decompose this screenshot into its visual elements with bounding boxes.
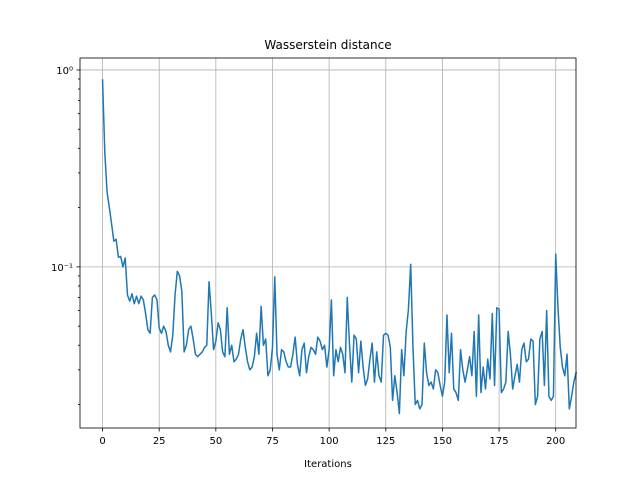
x-tick-label: 0 bbox=[99, 436, 105, 447]
y-tick-label: 10⁻¹ bbox=[51, 263, 73, 274]
x-tick-label: 100 bbox=[320, 436, 339, 447]
x-tick-label: 150 bbox=[433, 436, 452, 447]
ticks: 0 25 50 75 100 125 150 175 200 10⁰ 10⁻¹ bbox=[51, 66, 565, 447]
axes-frame bbox=[79, 57, 577, 429]
y-tick-label: 10⁰ bbox=[56, 66, 73, 77]
x-tick-label: 175 bbox=[490, 436, 509, 447]
plot-area bbox=[80, 58, 576, 428]
x-tick-label: 50 bbox=[209, 436, 222, 447]
x-tick-label: 25 bbox=[153, 436, 166, 447]
x-tick-label: 125 bbox=[376, 436, 395, 447]
series-layer bbox=[101, 79, 578, 415]
grid bbox=[80, 58, 576, 428]
x-axis-label: Iterations bbox=[304, 459, 352, 470]
series-line bbox=[101, 79, 578, 415]
x-tick-label: 200 bbox=[546, 436, 565, 447]
chart-title: Wasserstein distance bbox=[264, 38, 391, 52]
x-tick-label: 75 bbox=[266, 436, 279, 447]
